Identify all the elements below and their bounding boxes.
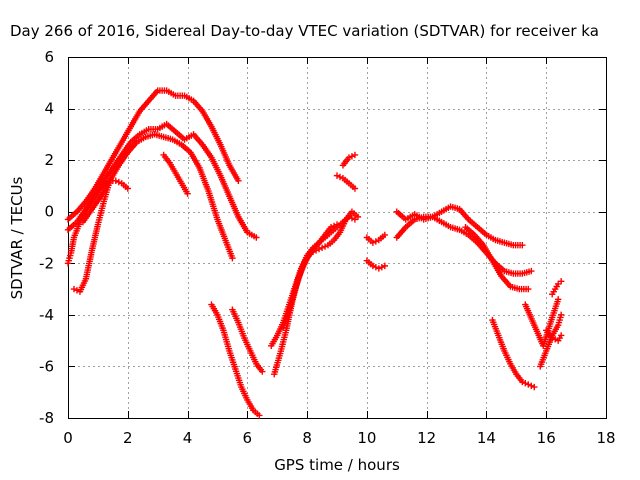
data-point [318, 244, 326, 252]
y-tick-label: 0 [44, 203, 54, 221]
y-tick-label: -2 [39, 254, 54, 272]
data-point [112, 177, 120, 184]
series-arc-17 [393, 213, 535, 277]
data-point [333, 221, 341, 228]
series-arc-4 [64, 177, 131, 267]
data-point [522, 379, 529, 387]
data-point [124, 185, 131, 192]
data-point [557, 311, 565, 319]
chart-title: Day 266 of 2016, Sidereal Day-to-day VTE… [10, 22, 599, 40]
y-tick-label: -4 [39, 306, 54, 324]
data-point [235, 177, 242, 184]
series-arc-8 [229, 306, 266, 375]
x-tick-label: 6 [243, 429, 253, 447]
series-arc-14 [363, 231, 389, 246]
data-point [519, 378, 526, 386]
y-tick-label: 6 [44, 48, 54, 66]
data-point [372, 263, 380, 271]
axis-ticks: 0 2 4 6 8 10 12 14 16 18 -8 -6 -4 -2 0 2 4 6 [39, 48, 616, 447]
x-tick-label: 8 [302, 429, 312, 447]
data-point [229, 254, 236, 262]
data-point [375, 265, 383, 272]
series-arc-22 [543, 327, 565, 344]
series-arc-18 [462, 223, 532, 293]
data-point [336, 173, 344, 181]
series-arc-15 [363, 257, 389, 272]
data-point [531, 383, 538, 391]
series-arc-7 [208, 301, 263, 419]
data-point [345, 154, 353, 161]
data-point [253, 234, 260, 241]
data-point [184, 190, 191, 197]
y-tick-label: -8 [39, 409, 54, 427]
data-point [557, 278, 565, 285]
x-axis-label: GPS time / hours [274, 456, 400, 474]
plot-frame [68, 57, 607, 419]
series-arc-20 [522, 296, 562, 349]
data-point [554, 296, 562, 303]
data-point [525, 285, 532, 293]
x-tick-label: 0 [63, 429, 73, 447]
data-point [369, 262, 377, 270]
series-arc-2 [64, 120, 260, 241]
data-point [259, 368, 266, 375]
y-tick-label: 4 [44, 100, 54, 118]
x-tick-label: 10 [357, 429, 376, 447]
data-point [528, 267, 535, 275]
x-tick-label: 4 [183, 429, 193, 447]
data-point [372, 238, 380, 245]
x-tick-label: 12 [417, 429, 436, 447]
data-marks [64, 87, 565, 419]
data-point [557, 332, 565, 339]
data-point [525, 381, 532, 388]
data-point [549, 334, 556, 342]
data-point [381, 231, 389, 239]
data-point [106, 177, 114, 184]
series-arc-23 [549, 278, 565, 298]
data-point [381, 262, 389, 270]
data-point [354, 213, 362, 221]
y-tick-label: 2 [44, 151, 54, 169]
data-point [519, 242, 526, 249]
data-point [369, 239, 377, 246]
x-tick-label: 16 [537, 429, 556, 447]
x-tick-label: 14 [477, 429, 496, 447]
data-point [321, 243, 329, 250]
series-arc-10 [271, 208, 362, 378]
series-arc-16 [393, 203, 526, 249]
series-arc-6 [160, 151, 191, 197]
series-arc-1 [64, 87, 242, 223]
series-arc-13 [333, 172, 359, 192]
y-axis-label: SDTVAR / TECUs [8, 176, 26, 299]
data-point [327, 223, 335, 231]
data-point [351, 151, 359, 159]
data-point [330, 222, 338, 230]
data-point [351, 185, 359, 192]
series-arc-5 [70, 177, 114, 295]
data-point [378, 263, 386, 271]
y-tick-label: -6 [39, 357, 54, 375]
x-tick-label: 18 [596, 429, 615, 447]
data-point [528, 382, 535, 389]
data-point [333, 172, 341, 179]
x-tick-label: 2 [123, 429, 133, 447]
series-arc-11 [280, 221, 341, 331]
series-arc-19 [489, 316, 538, 391]
data-point [70, 285, 78, 293]
data-point [348, 153, 356, 160]
series-arc-12 [339, 151, 359, 169]
data-point [256, 412, 263, 419]
data-point [551, 336, 559, 343]
data-point [73, 287, 81, 294]
data-point [115, 178, 123, 186]
series-arc-9 [268, 213, 359, 349]
